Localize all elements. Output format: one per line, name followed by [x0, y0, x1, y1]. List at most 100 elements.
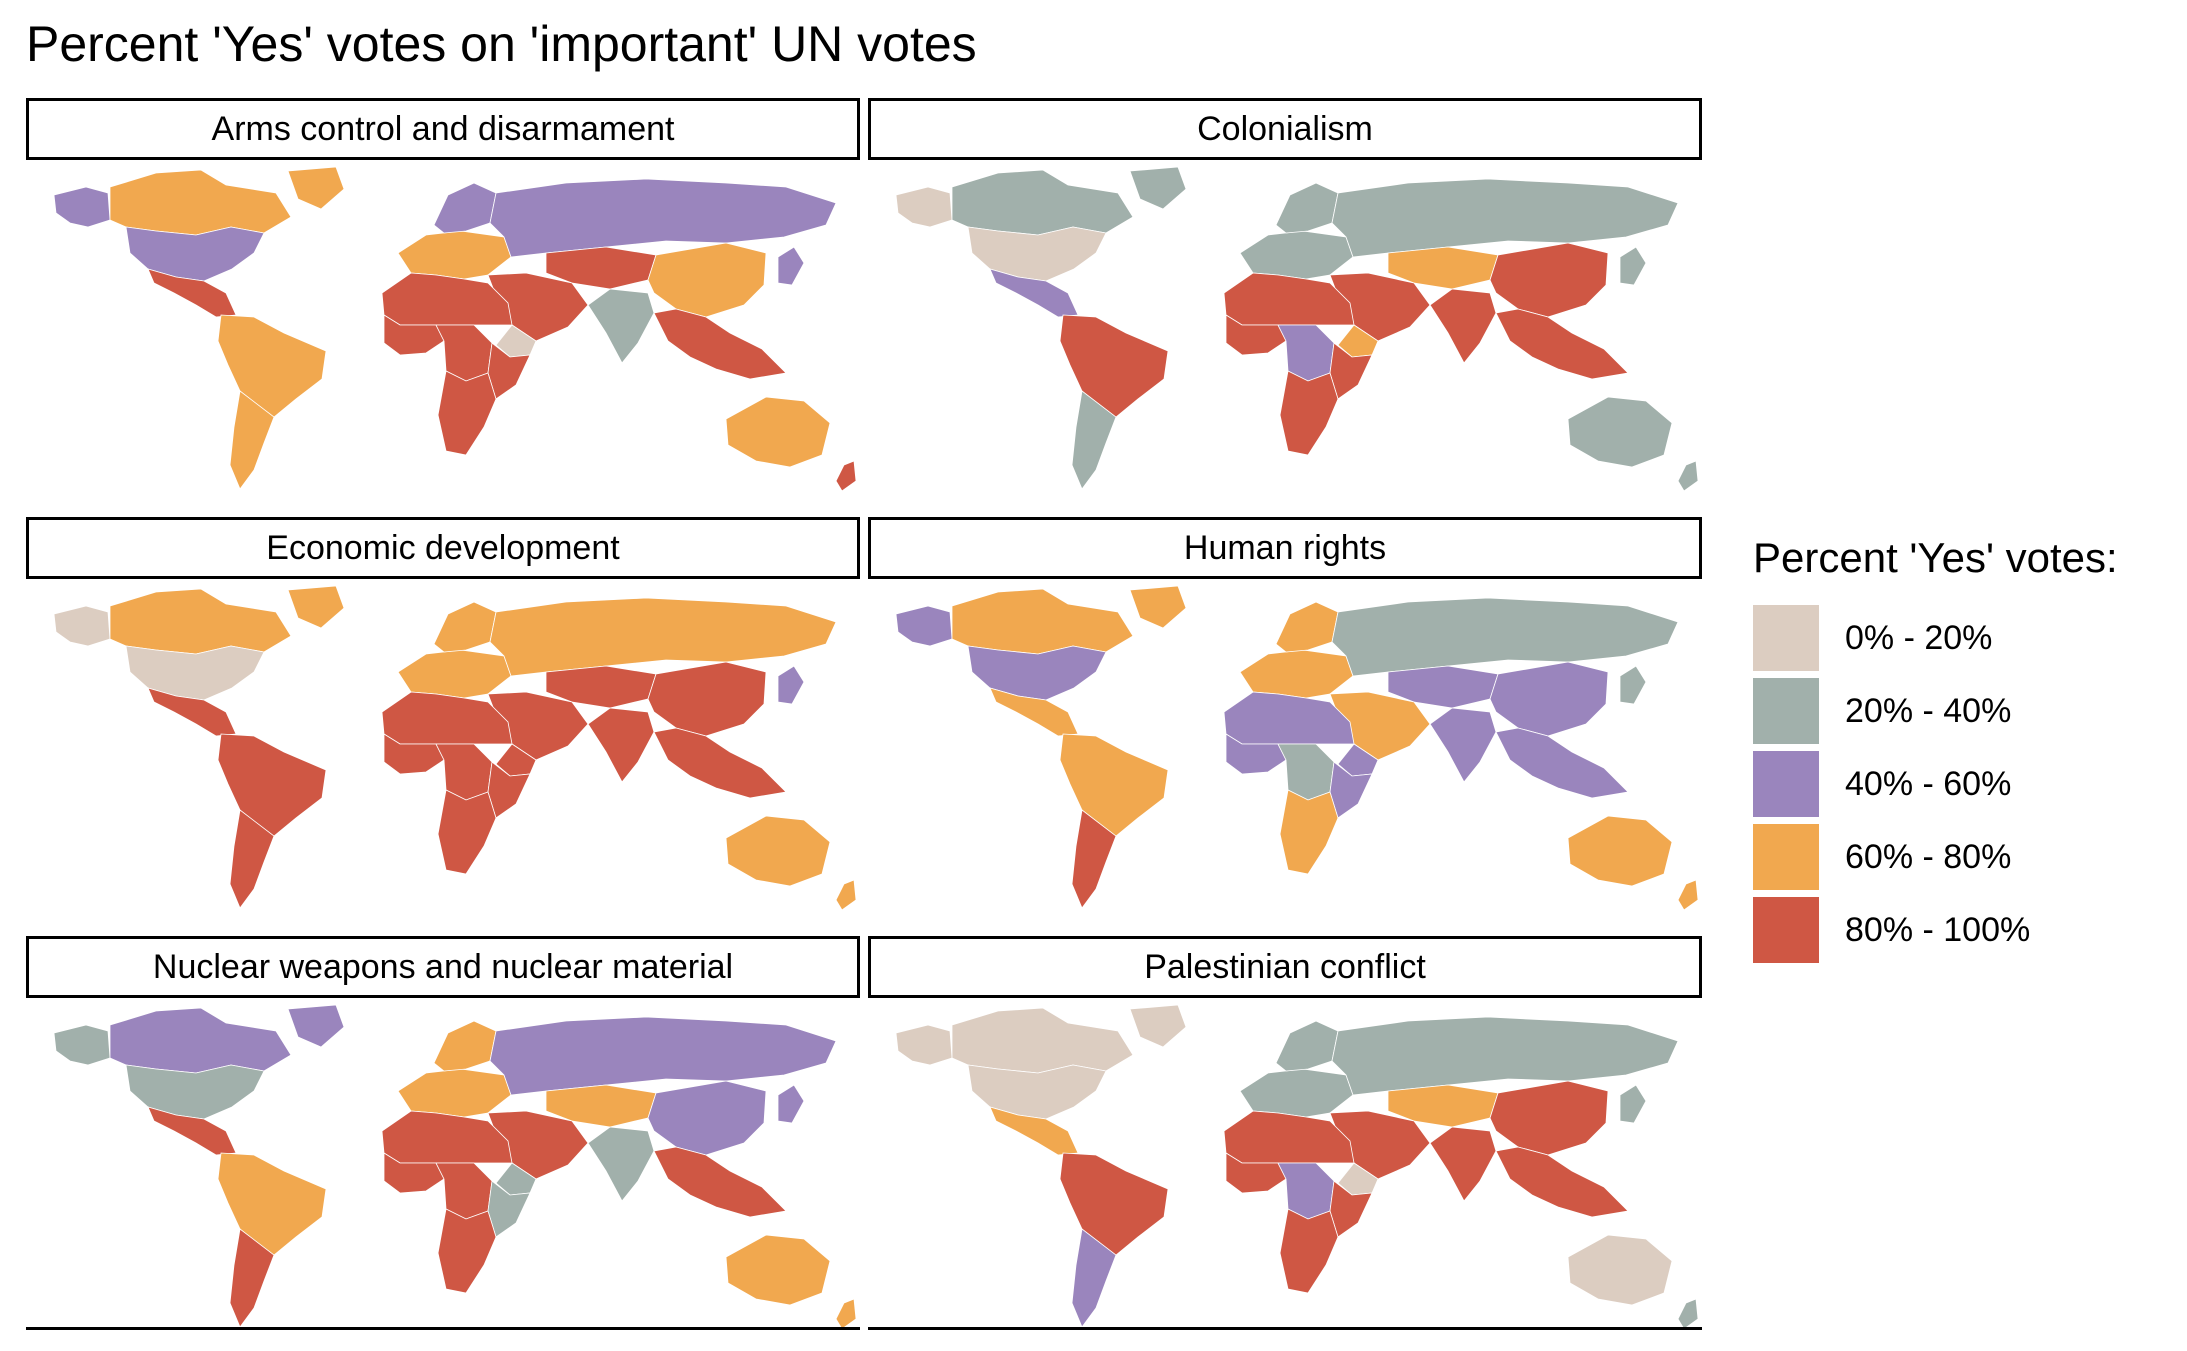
region-europe-west — [397, 230, 512, 280]
region-south-asia — [587, 707, 655, 783]
region-south-cone — [229, 390, 275, 490]
region-southeast-asia — [653, 308, 787, 380]
map-human-rights — [895, 585, 1699, 911]
legend-swatch — [1753, 897, 1819, 963]
region-alaska — [53, 605, 111, 647]
region-central-asia — [1387, 246, 1499, 290]
region-alaska — [895, 186, 953, 228]
panel-title-human-rights: Human rights — [868, 517, 1702, 579]
region-usa — [125, 1064, 265, 1120]
region-central-asia — [545, 665, 657, 709]
region-south-asia — [587, 1126, 655, 1202]
region-south-asia — [587, 288, 655, 364]
region-southern-africa — [437, 1208, 497, 1294]
region-scandinavia — [433, 601, 497, 653]
region-newzealand — [1677, 1298, 1699, 1330]
region-west-africa — [1225, 314, 1287, 356]
region-australia — [725, 396, 831, 468]
panel-strip-bottom-left — [26, 1327, 860, 1330]
panel-title-colonialism: Colonialism — [868, 98, 1702, 160]
region-europe-west — [397, 1068, 512, 1118]
region-south-asia — [1429, 1126, 1497, 1202]
panel-title-economic-development: Economic development — [26, 517, 860, 579]
panel-title-palestinian-conflict: Palestinian conflict — [868, 936, 1702, 998]
legend-swatch — [1753, 751, 1819, 817]
map-nuclear-weapons — [53, 1004, 857, 1330]
region-alaska — [53, 186, 111, 228]
region-china — [647, 661, 767, 737]
region-central-asia — [1387, 1084, 1499, 1128]
legend-item-60-80: 60% - 80% — [1753, 824, 2011, 890]
legend-item-20-40: 20% - 40% — [1753, 678, 2011, 744]
legend-swatch — [1753, 605, 1819, 671]
region-greenland — [287, 1004, 345, 1048]
region-central-africa — [435, 324, 493, 382]
region-southern-africa — [1279, 1208, 1339, 1294]
region-europe-west — [1239, 1068, 1354, 1118]
region-west-africa — [383, 733, 445, 775]
region-northamerica-north — [109, 588, 292, 655]
region-europe-west — [1239, 649, 1354, 699]
region-central-africa — [1277, 1162, 1335, 1220]
region-central-africa — [1277, 324, 1335, 382]
region-scandinavia — [1275, 1020, 1339, 1072]
region-southern-africa — [437, 370, 497, 456]
panel-title-arms-control: Arms control and disarmament — [26, 98, 860, 160]
region-china — [1489, 242, 1609, 318]
region-southern-africa — [1279, 370, 1339, 456]
region-scandinavia — [1275, 601, 1339, 653]
legend-item-0-20: 0% - 20% — [1753, 605, 1992, 671]
legend-title: Percent 'Yes' votes: — [1753, 534, 2118, 581]
region-russia — [489, 1016, 837, 1096]
legend-label: 80% - 100% — [1845, 910, 2031, 949]
region-south-asia — [1429, 288, 1497, 364]
region-central-asia — [545, 1084, 657, 1128]
region-southeast-asia — [653, 1146, 787, 1218]
region-japan — [1619, 665, 1647, 705]
region-japan — [777, 246, 805, 286]
region-south-cone — [1071, 1228, 1117, 1328]
region-europe-west — [397, 649, 512, 699]
legend-item-80-100: 80% - 100% — [1753, 897, 2030, 963]
region-russia — [1331, 597, 1679, 677]
region-south-cone — [229, 809, 275, 909]
region-south-cone — [229, 1228, 275, 1328]
legend-swatch — [1753, 824, 1819, 890]
region-japan — [1619, 246, 1647, 286]
region-south-america — [1059, 1152, 1169, 1256]
legend: Percent 'Yes' votes: 0% - 20% 20% - 40% … — [1753, 533, 2118, 963]
region-russia — [1331, 178, 1679, 258]
map-palestinian-conflict — [895, 1004, 1699, 1330]
legend-swatch — [1753, 678, 1819, 744]
region-scandinavia — [433, 182, 497, 234]
region-china — [647, 1080, 767, 1156]
region-southern-africa — [437, 789, 497, 875]
region-alaska — [895, 605, 953, 647]
region-russia — [489, 178, 837, 258]
region-russia — [489, 597, 837, 677]
region-southeast-asia — [1495, 727, 1629, 799]
region-scandinavia — [1275, 182, 1339, 234]
region-australia — [725, 815, 831, 887]
region-newzealand — [835, 879, 857, 911]
legend-label: 60% - 80% — [1845, 837, 2012, 876]
region-greenland — [1129, 166, 1187, 210]
panel-title-nuclear-weapons: Nuclear weapons and nuclear material — [26, 936, 860, 998]
region-west-africa — [1225, 733, 1287, 775]
region-china — [1489, 661, 1609, 737]
region-australia — [1567, 396, 1673, 468]
region-australia — [1567, 1234, 1673, 1306]
region-australia — [725, 1234, 831, 1306]
region-scandinavia — [433, 1020, 497, 1072]
region-central-africa — [435, 1162, 493, 1220]
region-south-asia — [1429, 707, 1497, 783]
region-usa — [967, 1064, 1107, 1120]
region-europe-west — [1239, 230, 1354, 280]
region-greenland — [287, 585, 345, 629]
region-newzealand — [835, 1298, 857, 1330]
legend-item-40-60: 40% - 60% — [1753, 751, 2011, 817]
region-northamerica-north — [951, 1007, 1134, 1074]
region-central-asia — [545, 246, 657, 290]
region-south-cone — [1071, 390, 1117, 490]
region-south-cone — [1071, 809, 1117, 909]
